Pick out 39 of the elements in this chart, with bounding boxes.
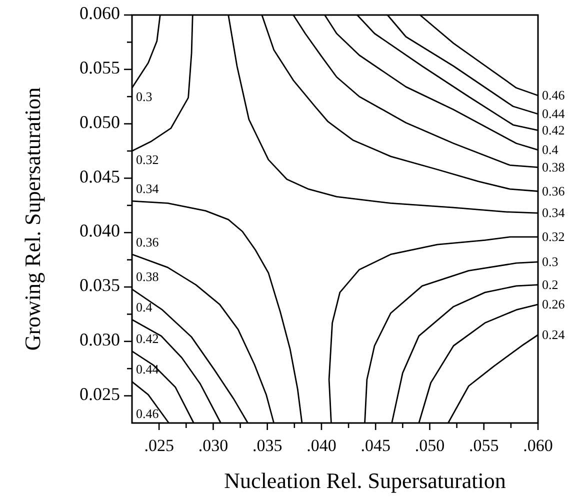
series-label: 0.2: [542, 276, 558, 292]
y-tick-label: 0.045: [80, 166, 120, 186]
series-label: 0.26: [542, 296, 566, 312]
x-tick-label: .035: [252, 436, 282, 455]
text: 0.3: [542, 254, 558, 269]
y-tick-label: 0.060: [80, 3, 120, 24]
series-label: 0.44: [542, 106, 566, 122]
series-label: 0.34: [542, 205, 566, 220]
y-tick-label: 0.030: [80, 330, 120, 350]
x-tick-label: .045: [360, 436, 390, 455]
x-tick-label: .030: [198, 436, 228, 455]
series-label: 0.3: [136, 88, 152, 104]
text: 0.42: [136, 331, 159, 346]
text: 0.4: [136, 300, 152, 315]
series-label: 0.46: [542, 88, 566, 103]
text: 0.38: [136, 269, 159, 284]
x-tick-label: .055: [468, 436, 499, 455]
text: 0.34: [136, 181, 159, 196]
series-label: 0.36: [542, 183, 566, 198]
y-tick-label: 0.035: [80, 275, 120, 296]
series-label: 0.32: [136, 152, 159, 167]
y-tick-label: 0.025: [80, 384, 120, 404]
x-tick-label: .050: [414, 436, 445, 455]
series-label: 0.42: [542, 122, 565, 138]
y-tick-label: 0.050: [80, 112, 120, 132]
y-axis-title: Growing Rel. Supersaturation: [20, 87, 45, 351]
x-tick-label: .060: [523, 436, 553, 455]
x-tick-label: .040: [306, 436, 336, 455]
series-label: 0.24: [542, 326, 566, 342]
y-tick-label: 0.055: [80, 58, 120, 78]
x-tick-label: .025: [144, 436, 174, 455]
series-label: 0.38: [542, 159, 565, 174]
text: 0.44: [136, 362, 159, 377]
text: 0.32: [542, 228, 565, 244]
annotation: 0.46: [136, 406, 160, 421]
x-axis-title: Nucleation Rel. Supersaturation: [224, 468, 506, 493]
text: 0.36: [136, 234, 159, 250]
y-tick-label: 0.040: [80, 220, 120, 241]
series-label: 0.4: [542, 142, 559, 157]
